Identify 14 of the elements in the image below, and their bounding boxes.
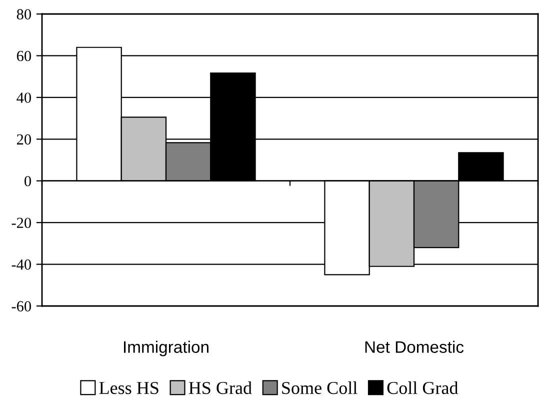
y-tick-label: -60 [12,301,31,312]
y-tick-label: -40 [12,259,31,270]
y-tick-label: 80 [16,9,31,20]
y-tick-label: -20 [12,218,31,228]
legend-label: Coll Grad [387,381,458,394]
y-tick-label: 20 [16,134,31,145]
legend-label: Some Coll [282,381,358,394]
y-tick-label: 0 [24,176,31,186]
y-tick-label: 40 [16,92,31,103]
x-tick-label: Net Domestic [365,340,464,353]
legend-label: Less HS [99,382,158,394]
legend-label: HS Grad [188,381,252,394]
x-tick-label: Immigration [124,340,208,356]
y-tick-label: 60 [16,50,31,62]
